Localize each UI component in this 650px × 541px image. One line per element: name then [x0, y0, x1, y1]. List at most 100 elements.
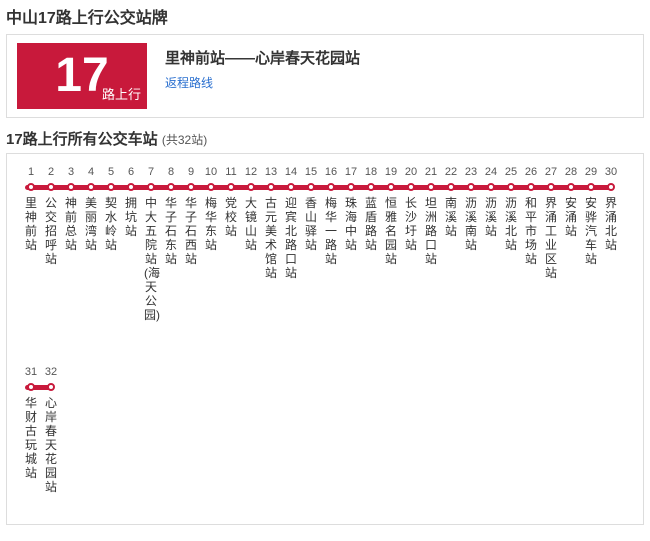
stop-dot: [407, 183, 415, 191]
stop-name[interactable]: 南溪站: [444, 196, 458, 238]
stop-strip: 1234567891011121314151617181920212223242…: [15, 168, 635, 192]
stop-dot: [207, 183, 215, 191]
stop-number: 15: [301, 166, 321, 178]
stop-number: 6: [121, 166, 141, 178]
stop-name[interactable]: 沥溪北站: [504, 196, 518, 252]
stop-dot: [307, 183, 315, 191]
stop-dot: [27, 383, 35, 391]
stop-dot: [167, 183, 175, 191]
stop-name[interactable]: 中大五院站(海天公园): [144, 196, 158, 322]
stop-number: 17: [341, 166, 361, 178]
stop-number: 14: [281, 166, 301, 178]
stop-dot: [67, 183, 75, 191]
stop-name[interactable]: 里神前站: [24, 196, 38, 252]
stop-name[interactable]: 沥溪站: [484, 196, 498, 238]
stop-name[interactable]: 安涌站: [564, 196, 578, 238]
stop-dot: [367, 183, 375, 191]
stop-strip: 3132: [15, 368, 635, 392]
stop-row: 3132 华财古玩城站心岸春天花园站: [15, 368, 635, 498]
stop-number: 5: [101, 166, 121, 178]
stop-dot: [567, 183, 575, 191]
stop-dot: [147, 183, 155, 191]
stop-number: 16: [321, 166, 341, 178]
stop-dot: [507, 183, 515, 191]
stop-number: 26: [521, 166, 541, 178]
stop-name[interactable]: 华财古玩城站: [24, 396, 38, 480]
stop-dot: [107, 183, 115, 191]
stop-number: 10: [201, 166, 221, 178]
return-link[interactable]: 返程路线: [165, 74, 360, 91]
route-number: 17: [55, 52, 108, 100]
stop-number: 4: [81, 166, 101, 178]
stop-number: 1: [21, 166, 41, 178]
stop-name[interactable]: 恒雅名园站: [384, 196, 398, 266]
stop-dot: [347, 183, 355, 191]
stop-names: 里神前站公交招呼站神前总站美丽湾站契水岭站拥坑站中大五院站(海天公园) 华子石东站…: [15, 196, 635, 354]
stop-number: 28: [561, 166, 581, 178]
stop-number: 9: [181, 166, 201, 178]
stop-name[interactable]: 拥坑站: [124, 196, 138, 238]
stop-dot: [387, 183, 395, 191]
stop-dot: [247, 183, 255, 191]
stop-number: 12: [241, 166, 261, 178]
stop-number: 30: [601, 166, 621, 178]
stop-number: 29: [581, 166, 601, 178]
stop-number: 19: [381, 166, 401, 178]
stop-number: 2: [41, 166, 61, 178]
stop-name[interactable]: 界涌北站: [604, 196, 618, 252]
page-title: 中山17路上行公交站牌: [0, 0, 650, 34]
stop-name[interactable]: 梅华东站: [204, 196, 218, 252]
stop-name[interactable]: 大镜山站: [244, 196, 258, 252]
stop-name[interactable]: 古元美术馆站: [264, 196, 278, 280]
stop-name[interactable]: 美丽湾站: [84, 196, 98, 252]
stop-name[interactable]: 心岸春天花园站: [44, 396, 58, 494]
stop-dot: [47, 183, 55, 191]
stop-dot: [127, 183, 135, 191]
stop-name[interactable]: 契水岭站: [104, 196, 118, 252]
stop-name[interactable]: 长沙圩站: [404, 196, 418, 252]
stop-name[interactable]: 党校站: [224, 196, 238, 238]
stop-name[interactable]: 坦洲路口站: [424, 196, 438, 266]
stop-number: 18: [361, 166, 381, 178]
stop-number: 25: [501, 166, 521, 178]
stop-name[interactable]: 安骅汽车站: [584, 196, 598, 266]
stop-row: 1234567891011121314151617181920212223242…: [15, 168, 635, 354]
stop-dot: [27, 183, 35, 191]
route-info: 里神前站——心岸春天花园站 返程路线: [165, 43, 360, 91]
stop-name[interactable]: 珠海中站: [344, 196, 358, 252]
stop-name[interactable]: 沥溪南站: [464, 196, 478, 252]
stop-name[interactable]: 华子石东站: [164, 196, 178, 266]
stop-number: 31: [21, 366, 41, 378]
stop-names: 华财古玩城站心岸春天花园站: [15, 396, 635, 498]
stop-dot: [527, 183, 535, 191]
stop-number: 11: [221, 166, 241, 178]
stop-name[interactable]: 香山驿站: [304, 196, 318, 252]
stop-number: 22: [441, 166, 461, 178]
stop-name[interactable]: 神前总站: [64, 196, 78, 252]
stop-name[interactable]: 迎宾北路口站: [284, 196, 298, 280]
route-headline: 里神前站——心岸春天花园站: [165, 47, 360, 68]
stop-number: 21: [421, 166, 441, 178]
stop-name[interactable]: 界涌工业区站: [544, 196, 558, 280]
stops-box: 1234567891011121314151617181920212223242…: [6, 153, 644, 525]
route-card: 17 路上行 里神前站——心岸春天花园站 返程路线: [6, 34, 644, 118]
section-title-text: 17路上行所有公交车站: [6, 131, 158, 148]
route-badge: 17 路上行: [17, 43, 147, 109]
stop-dot: [427, 183, 435, 191]
stop-dot: [547, 183, 555, 191]
stop-name[interactable]: 华子石西站: [184, 196, 198, 266]
stop-name[interactable]: 和平市场站: [524, 196, 538, 266]
stop-name[interactable]: 蓝盾路站: [364, 196, 378, 252]
stop-dot: [487, 183, 495, 191]
stop-number: 8: [161, 166, 181, 178]
stop-number: 3: [61, 166, 81, 178]
stop-name[interactable]: 公交招呼站: [44, 196, 58, 266]
stop-dot: [327, 183, 335, 191]
stop-dot: [587, 183, 595, 191]
stop-name[interactable]: 梅华一路站: [324, 196, 338, 266]
section-title: 17路上行所有公交车站 (共32站): [0, 128, 650, 153]
stop-number: 24: [481, 166, 501, 178]
stop-number: 32: [41, 366, 61, 378]
route-suffix: 路上行: [102, 84, 141, 103]
stop-dot: [87, 183, 95, 191]
